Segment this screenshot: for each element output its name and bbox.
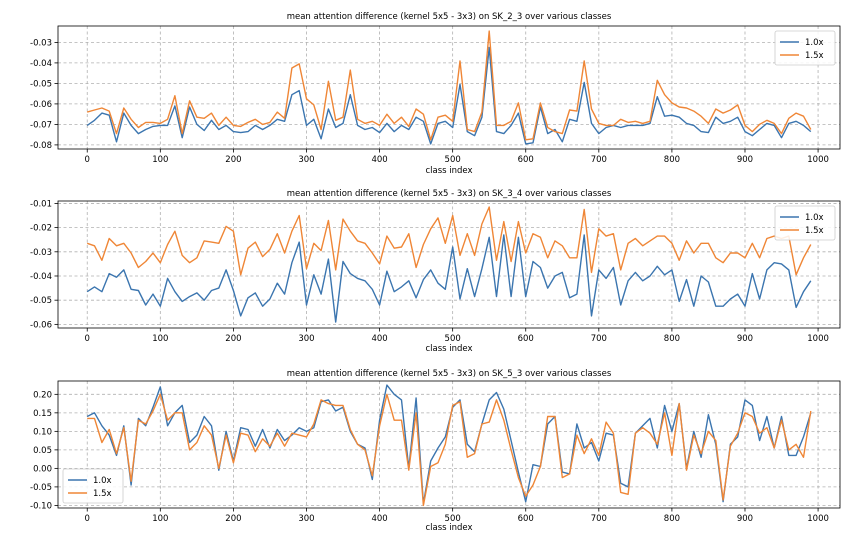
- y-tick-label: 0.20: [33, 390, 52, 400]
- x-tick-label: 1000: [807, 514, 829, 524]
- x-tick-label: 500: [445, 334, 461, 344]
- plot-frame: [57, 25, 841, 150]
- x-axis: 0 100 200 300 400 500 600 700 800 900 1000: [85, 328, 829, 344]
- legend: 1.0x 1.5x: [62, 468, 124, 504]
- y-tick-label: 0.15: [33, 409, 52, 419]
- x-tick-label: 200: [225, 514, 241, 524]
- y-tick-label: -0.02: [30, 224, 52, 234]
- y-tick-label: -0.08: [30, 141, 52, 151]
- y-tick-label: -0.06: [30, 100, 52, 110]
- legend-label: 1.5x: [805, 226, 824, 236]
- series-line-1.5x: [86, 206, 812, 276]
- x-axis-label: class index: [425, 523, 472, 533]
- y-tick-label: -0.06: [30, 320, 52, 330]
- y-axis: -0.03 -0.04 -0.05 -0.06 -0.07 -0.08: [30, 38, 58, 151]
- x-axis-label: class index: [425, 166, 472, 176]
- x-tick-label: 600: [518, 334, 534, 344]
- y-tick-label: -0.05: [30, 296, 52, 306]
- y-tick-label: -0.07: [30, 120, 52, 130]
- x-tick-label: 900: [737, 155, 753, 165]
- x-tick-label: 100: [152, 155, 168, 165]
- y-tick-label: -0.04: [30, 59, 52, 69]
- x-tick-label: 300: [298, 514, 314, 524]
- y-tick-label: -0.03: [30, 248, 52, 258]
- legend-box: [774, 205, 836, 241]
- chart-title: mean attention difference (kernel 5x5 - …: [287, 12, 612, 22]
- x-tick-label: 800: [664, 514, 680, 524]
- x-tick-label: 300: [298, 155, 314, 165]
- legend-box: [62, 468, 124, 504]
- x-tick-label: 900: [737, 334, 753, 344]
- x-tick-label: 500: [445, 514, 461, 524]
- x-tick-label: 900: [737, 514, 753, 524]
- x-tick-label: 700: [591, 514, 607, 524]
- x-axis-label: class index: [425, 344, 472, 354]
- x-tick-label: 0: [85, 514, 90, 524]
- x-tick-label: 1000: [807, 155, 829, 165]
- legend-label: 1.5x: [805, 51, 824, 61]
- x-tick-label: 300: [298, 334, 314, 344]
- y-tick-label: -0.05: [30, 483, 52, 493]
- chart-panel-2: mean attention difference (kernel 5x5 - …: [30, 189, 841, 354]
- legend-label: 1.0x: [805, 38, 824, 48]
- x-tick-label: 0: [85, 334, 90, 344]
- series-lines: [86, 30, 812, 145]
- chart-grid: [58, 26, 840, 149]
- x-tick-label: 700: [591, 334, 607, 344]
- x-tick-label: 600: [518, 514, 534, 524]
- x-tick-label: 400: [371, 514, 387, 524]
- x-tick-label: 100: [152, 334, 168, 344]
- chart-panel-3: mean attention difference (kernel 5x5 - …: [30, 369, 841, 533]
- legend-label: 1.0x: [805, 213, 824, 223]
- series-line-1.0x: [86, 46, 812, 145]
- x-tick-label: 0: [85, 155, 90, 165]
- x-tick-label: 500: [445, 155, 461, 165]
- y-axis: -0.01 -0.02 -0.03 -0.04 -0.05 -0.06: [30, 199, 58, 330]
- chart-title: mean attention difference (kernel 5x5 - …: [287, 369, 612, 379]
- legend: 1.0x 1.5x: [774, 30, 836, 66]
- legend: 1.0x 1.5x: [774, 205, 836, 241]
- y-tick-label: 0.00: [33, 464, 52, 474]
- chart-grid: [58, 381, 840, 508]
- series-line-1.5x: [87, 393, 812, 507]
- x-axis: 0 100 200 300 400 500 600 700 800 900 1000: [85, 149, 829, 165]
- x-tick-label: 800: [664, 155, 680, 165]
- series-lines: [86, 206, 812, 323]
- series-line-1.5x: [87, 30, 812, 141]
- chart-panel-1: mean attention difference (kernel 5x5 - …: [30, 12, 841, 176]
- x-tick-label: 200: [225, 334, 241, 344]
- y-tick-label: -0.04: [30, 272, 52, 282]
- legend-box: [774, 30, 836, 66]
- plot-frame: [57, 380, 841, 509]
- x-tick-label: 1000: [807, 334, 829, 344]
- y-tick-label: 0.10: [33, 427, 52, 437]
- x-tick-label: 800: [664, 334, 680, 344]
- x-tick-label: 400: [371, 334, 387, 344]
- series-line-1.0x: [86, 234, 812, 323]
- x-tick-label: 200: [225, 155, 241, 165]
- y-tick-label: -0.10: [30, 501, 52, 511]
- legend-label: 1.5x: [93, 489, 112, 499]
- y-tick-label: 0.05: [33, 446, 52, 456]
- y-tick-label: -0.03: [30, 38, 52, 48]
- plot-frame: [57, 200, 841, 329]
- x-tick-label: 700: [591, 155, 607, 165]
- chart-title: mean attention difference (kernel 5x5 - …: [287, 189, 612, 199]
- series-lines: [86, 384, 812, 507]
- y-tick-label: -0.01: [30, 199, 52, 209]
- x-tick-label: 400: [371, 155, 387, 165]
- y-tick-label: -0.05: [30, 79, 52, 89]
- x-tick-label: 600: [518, 155, 534, 165]
- x-tick-label: 100: [152, 514, 168, 524]
- x-axis: 0 100 200 300 400 500 600 700 800 900 1000: [85, 508, 829, 524]
- legend-label: 1.0x: [93, 476, 112, 486]
- y-axis: 0.20 0.15 0.10 0.05 0.00 -0.05 -0.10: [30, 390, 58, 511]
